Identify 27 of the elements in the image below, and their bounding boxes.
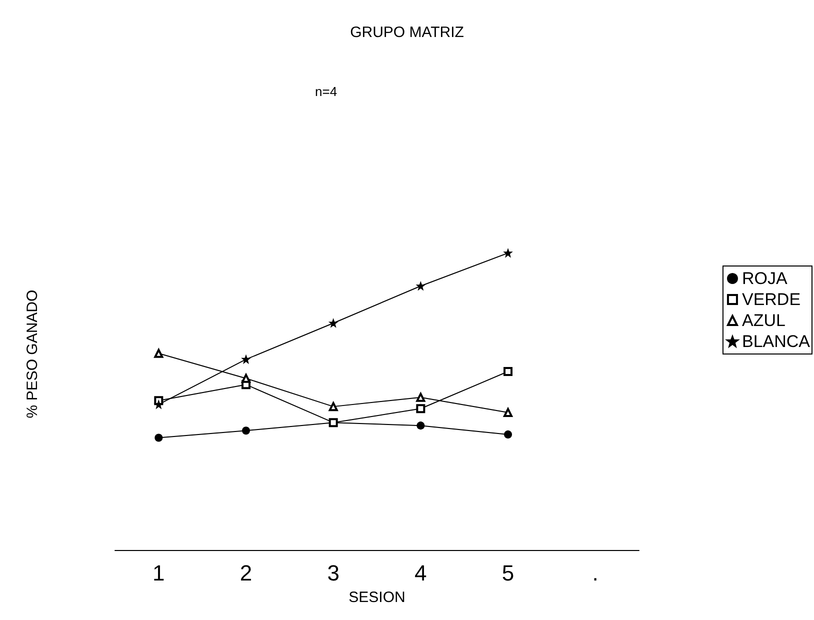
point: [154, 348, 164, 358]
x-tick-label: 5: [502, 560, 514, 586]
legend-label: VERDE: [742, 290, 801, 309]
point: [416, 282, 425, 290]
y-axis-title: % PESO GANADO: [24, 290, 41, 418]
point: [154, 400, 163, 408]
x-tick-label: 4: [414, 560, 427, 586]
x-tick-label: .: [592, 560, 598, 586]
point: [242, 426, 250, 435]
chart-subtitle: n=4: [315, 84, 338, 99]
legend-label: BLANCA: [742, 332, 811, 351]
chart-title: GRUPO MATRIZ: [350, 24, 464, 41]
point: [504, 249, 512, 258]
point: [416, 404, 426, 414]
point: [504, 367, 512, 376]
x-tick-label: 3: [327, 560, 340, 586]
point: [154, 434, 163, 442]
point: [416, 422, 425, 430]
x-tick-label: 2: [240, 560, 252, 586]
legend-label: AZUL: [742, 311, 786, 330]
x-axis-title: SESION: [348, 589, 406, 606]
point: [242, 355, 250, 364]
point: [504, 430, 512, 438]
point: [329, 319, 338, 328]
legend-label: ROJA: [742, 269, 788, 288]
point: [416, 392, 426, 402]
x-tick-label: 1: [152, 560, 165, 586]
